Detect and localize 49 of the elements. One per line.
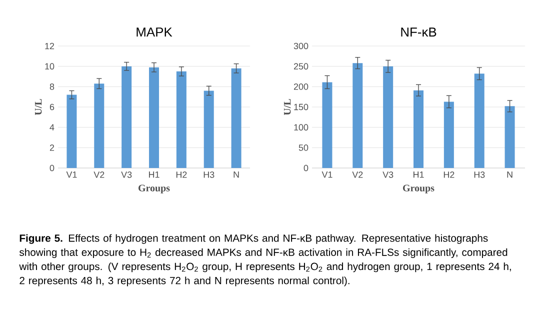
y-tick-label: 12 [45, 42, 54, 50]
text: Figure 5. Effects of hydrogen treatment on MAPKs and NF-κB pathway. Representative histographs showing that exposure to H$_{2}$ decreased MAPKs and NF-κB activation in RA-FLSs significantly, compared with other groups. (V represents H$_{2}$O$_{2}$ group, H represents H$_{2}$O$_{2}$ and hydrogen group, 1 represents 24 h, 2 represents 48 h, 3 represents 72 h and N represents normal control). [19, 234, 511, 286]
bar [176, 71, 186, 168]
y-tick-label: 150 [294, 104, 308, 110]
y-tick-label: 50 [298, 144, 308, 151]
chart-title: MAPK [136, 28, 172, 36]
bar [474, 74, 484, 168]
x-tick-label: H2 [176, 172, 187, 178]
y-tick-label: 10 [45, 63, 54, 70]
x-tick-label: H1 [414, 172, 424, 178]
x-tick-label: V2 [352, 172, 363, 178]
bar [414, 90, 424, 168]
x-tick-label: V3 [121, 172, 132, 178]
x-tick-label: V3 [382, 172, 394, 178]
x-tick-label: H1 [149, 172, 160, 178]
x-tick-label: V2 [94, 172, 104, 178]
x-axis-title: Groups [138, 184, 170, 194]
y-tick-label: 250 [294, 63, 308, 70]
bar [322, 82, 332, 168]
y-tick-label: 300 [294, 42, 308, 50]
bar [66, 94, 77, 168]
x-tick-label: H3 [204, 172, 214, 178]
bar [383, 66, 394, 168]
bar [149, 67, 160, 168]
y-axis-title: U/L [35, 99, 42, 116]
x-tick-label: H3 [474, 172, 485, 178]
x-tick-label: N [234, 172, 239, 178]
bar [444, 102, 454, 168]
x-tick-label: H2 [444, 172, 454, 178]
chart-title: NF-κB [401, 28, 436, 36]
bar [204, 90, 214, 168]
y-tick-label: 2 [50, 144, 54, 151]
y-tick-label: 0 [304, 164, 308, 172]
bar [352, 63, 363, 168]
bar [231, 68, 242, 168]
y-tick-label: 4 [50, 124, 54, 130]
bar [94, 84, 104, 168]
x-tick-label: V1 [66, 172, 77, 178]
x-tick-label: N [507, 172, 512, 178]
y-tick-label: 8 [50, 83, 54, 90]
y-tick-label: 100 [294, 124, 308, 131]
y-axis-title: U/L [284, 99, 291, 116]
x-tick-label: V1 [322, 172, 332, 178]
y-tick-label: 200 [294, 83, 308, 90]
y-tick-label: 0 [50, 164, 54, 172]
y-tick-label: 6 [50, 104, 54, 110]
bar [504, 106, 515, 168]
bar [122, 66, 132, 168]
x-axis-title: Groups [403, 184, 434, 194]
